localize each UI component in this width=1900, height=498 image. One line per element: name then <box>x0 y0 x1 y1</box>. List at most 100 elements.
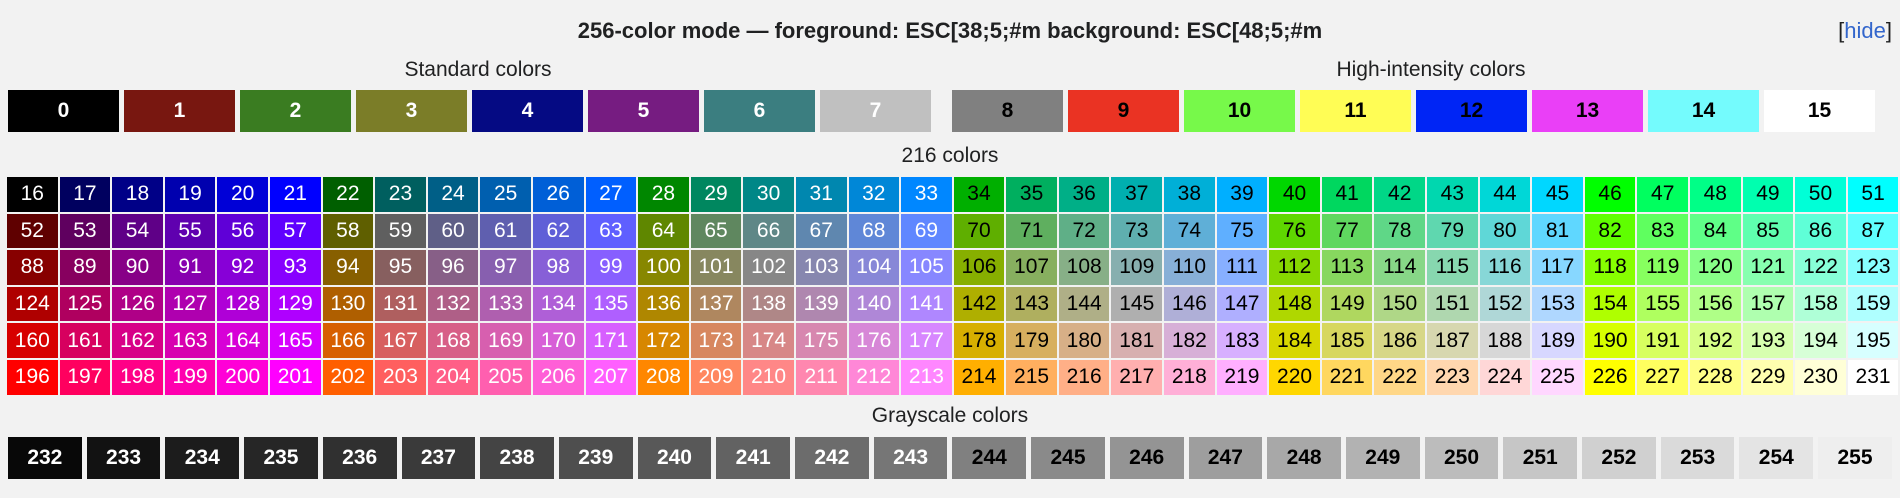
cube-color-230: 230 <box>1794 358 1847 396</box>
grayscale-colors-heading: Grayscale colors <box>871 404 1029 427</box>
cube-color-128: 128 <box>216 285 269 323</box>
cube-color-130: 130 <box>321 285 375 323</box>
cube-color-152: 152 <box>1478 285 1532 323</box>
cube-color-223: 223 <box>1426 358 1479 396</box>
cube-color-165: 165 <box>268 322 322 359</box>
cube-color-79: 79 <box>1426 212 1479 250</box>
cube-color-106: 106 <box>952 249 1006 286</box>
cube-color-55: 55 <box>163 212 217 250</box>
grayscale-color-232: 232 <box>8 437 82 479</box>
hide-bracket-open: [ <box>1838 18 1845 43</box>
grayscale-color-236: 236 <box>322 437 397 479</box>
cube-color-222: 222 <box>1373 358 1427 396</box>
cube-color-110: 110 <box>1163 249 1216 286</box>
grayscale-color-255: 255 <box>1818 437 1892 479</box>
cube-color-226: 226 <box>1583 358 1637 396</box>
color-swatch-11: 11 <box>1300 90 1411 132</box>
cube-color-82: 82 <box>1583 212 1637 250</box>
cube-color-58: 58 <box>321 212 375 250</box>
cube-color-38: 38 <box>1163 176 1216 213</box>
cube-color-105: 105 <box>900 249 953 286</box>
cube-color-212: 212 <box>847 358 901 396</box>
cube-color-101: 101 <box>689 249 743 286</box>
cube-color-193: 193 <box>1741 322 1795 359</box>
hide-bracket-close: ] <box>1885 18 1892 43</box>
cube-color-75: 75 <box>1215 212 1269 250</box>
cube-color-172: 172 <box>637 322 690 359</box>
cube-color-117: 117 <box>1531 249 1584 286</box>
cube-color-86: 86 <box>1794 212 1847 250</box>
cube-color-92: 92 <box>216 249 269 286</box>
cube-color-183: 183 <box>1215 322 1269 359</box>
high-intensity-colors-heading: High-intensity colors <box>1336 58 1526 81</box>
grayscale-color-239: 239 <box>558 437 633 479</box>
cube-color-164: 164 <box>216 322 269 359</box>
grayscale-color-238: 238 <box>480 437 554 479</box>
cube-color-111: 111 <box>1215 249 1269 286</box>
cube-color-48: 48 <box>1689 176 1742 213</box>
cube-color-156: 156 <box>1689 285 1742 323</box>
color-swatch-6: 6 <box>704 90 815 132</box>
color-swatch-14: 14 <box>1648 90 1759 132</box>
cube-color-67: 67 <box>794 212 848 250</box>
grayscale-color-254: 254 <box>1739 437 1814 479</box>
cube-color-33: 33 <box>900 176 953 213</box>
cube-color-121: 121 <box>1741 249 1795 286</box>
cube-color-85: 85 <box>1741 212 1795 250</box>
cube-color-107: 107 <box>1005 249 1058 286</box>
cube-color-83: 83 <box>1636 212 1689 250</box>
cube-color-146: 146 <box>1163 285 1216 323</box>
cube-color-81: 81 <box>1531 212 1584 250</box>
hide-link[interactable]: hide <box>1844 18 1886 43</box>
cube-color-191: 191 <box>1636 322 1689 359</box>
cube-color-203: 203 <box>374 358 427 396</box>
cube-color-119: 119 <box>1636 249 1689 286</box>
cube-color-16: 16 <box>6 176 59 213</box>
cube-color-158: 158 <box>1794 285 1847 323</box>
cube-color-157: 157 <box>1741 285 1795 323</box>
cube-color-91: 91 <box>163 249 217 286</box>
color-swatch-10: 10 <box>1184 90 1295 132</box>
cube-color-200: 200 <box>216 358 269 396</box>
cube-color-134: 134 <box>531 285 585 323</box>
cube-color-21: 21 <box>268 176 322 213</box>
cube-color-187: 187 <box>1426 322 1479 359</box>
cube-color-209: 209 <box>689 358 743 396</box>
cube-color-127: 127 <box>163 285 217 323</box>
color-swatch-15: 15 <box>1764 90 1875 132</box>
cube-color-77: 77 <box>1320 212 1374 250</box>
cube-color-166: 166 <box>321 322 375 359</box>
cube-color-211: 211 <box>794 358 848 396</box>
cube-color-53: 53 <box>58 212 112 250</box>
cube-color-27: 27 <box>584 176 638 213</box>
cube-color-169: 169 <box>479 322 532 359</box>
cube-color-64: 64 <box>637 212 690 250</box>
cube-color-114: 114 <box>1373 249 1427 286</box>
cube-color-34: 34 <box>952 176 1006 213</box>
cube-color-214: 214 <box>952 358 1006 396</box>
cube-color-37: 37 <box>1110 176 1164 213</box>
cube-color-194: 194 <box>1794 322 1847 359</box>
cube-color-69: 69 <box>900 212 953 250</box>
cube-color-109: 109 <box>1110 249 1164 286</box>
cube-color-52: 52 <box>6 212 59 250</box>
cube-color-45: 45 <box>1531 176 1584 213</box>
cube-color-168: 168 <box>426 322 480 359</box>
hide-toggle: [hide] <box>1838 18 1892 44</box>
cube-color-225: 225 <box>1531 358 1584 396</box>
cube-color-32: 32 <box>847 176 901 213</box>
cube-color-97: 97 <box>479 249 532 286</box>
cube-color-68: 68 <box>847 212 901 250</box>
cube-color-113: 113 <box>1320 249 1374 286</box>
cube-color-98: 98 <box>531 249 585 286</box>
cube-color-205: 205 <box>479 358 532 396</box>
grayscale-color-245: 245 <box>1031 437 1105 479</box>
cube-color-161: 161 <box>58 322 112 359</box>
cube-color-162: 162 <box>111 322 164 359</box>
cube-color-174: 174 <box>742 322 795 359</box>
color-swatch-3: 3 <box>356 90 467 132</box>
color-swatch-7: 7 <box>820 90 931 132</box>
cube-color-142: 142 <box>952 285 1006 323</box>
cube-color-196: 196 <box>6 358 59 396</box>
cube-color-42: 42 <box>1373 176 1427 213</box>
